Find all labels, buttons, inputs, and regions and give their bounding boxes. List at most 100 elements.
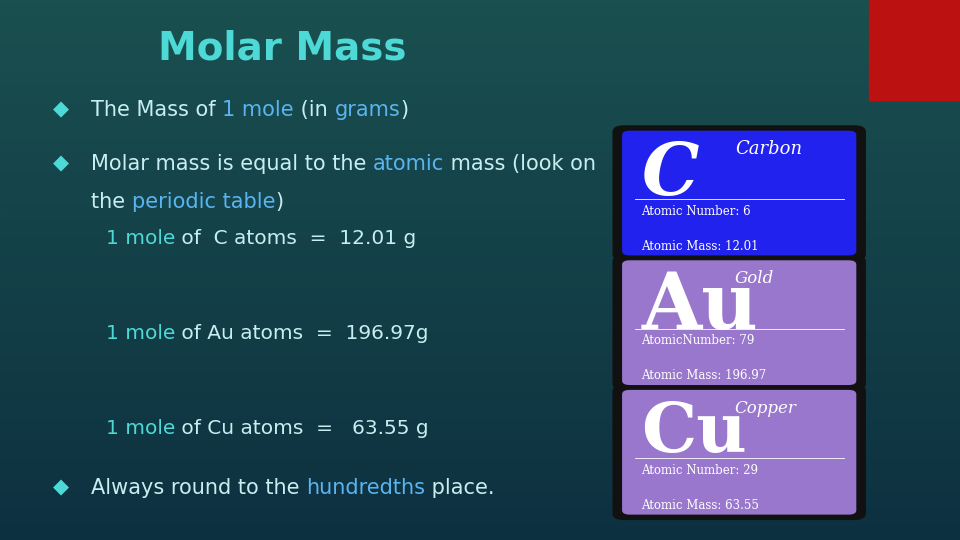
Bar: [0, 351, 960, 355]
Bar: [0, 104, 960, 108]
Bar: [0, 355, 960, 360]
Text: hundredths: hundredths: [306, 478, 425, 498]
FancyBboxPatch shape: [612, 384, 866, 520]
Text: Atomic Mass: 196.97: Atomic Mass: 196.97: [641, 369, 766, 382]
Bar: [0, 310, 960, 315]
Bar: [0, 342, 960, 347]
Text: Carbon: Carbon: [734, 140, 802, 158]
Bar: [0, 513, 960, 517]
Bar: [0, 387, 960, 392]
Bar: [0, 31, 960, 36]
Text: ◆: ◆: [53, 478, 69, 498]
Bar: [0, 459, 960, 463]
Bar: [0, 126, 960, 131]
Bar: [0, 468, 960, 472]
Bar: [0, 418, 960, 423]
Bar: [0, 162, 960, 166]
Bar: [0, 504, 960, 509]
Text: ): ): [276, 192, 283, 212]
Bar: [0, 347, 960, 351]
Bar: [0, 392, 960, 396]
FancyBboxPatch shape: [612, 255, 866, 390]
Text: Atomic Number: 29: Atomic Number: 29: [641, 464, 758, 477]
Bar: [0, 490, 960, 495]
Bar: [0, 274, 960, 279]
Bar: [0, 108, 960, 112]
Bar: [0, 23, 960, 27]
Text: ◆: ◆: [53, 154, 69, 174]
Bar: [0, 382, 960, 387]
Bar: [0, 9, 960, 14]
FancyBboxPatch shape: [622, 131, 856, 255]
Bar: [0, 252, 960, 256]
Bar: [0, 225, 960, 229]
Bar: [0, 517, 960, 522]
Text: place.: place.: [425, 478, 494, 498]
Bar: [0, 288, 960, 293]
Bar: [0, 463, 960, 468]
Bar: [0, 50, 960, 54]
Text: ◆: ◆: [53, 100, 69, 120]
Text: 1 mole: 1 mole: [106, 324, 175, 343]
Bar: [0, 428, 960, 432]
Bar: [0, 472, 960, 477]
Text: Atomic Mass: 12.01: Atomic Mass: 12.01: [641, 240, 758, 253]
Bar: [869, 0, 960, 100]
Text: Always round to the: Always round to the: [91, 478, 306, 498]
Bar: [0, 94, 960, 99]
Bar: [0, 166, 960, 171]
Bar: [0, 414, 960, 418]
Bar: [0, 216, 960, 220]
Bar: [0, 202, 960, 207]
Bar: [0, 320, 960, 324]
Bar: [0, 139, 960, 144]
Bar: [0, 36, 960, 40]
Bar: [0, 284, 960, 288]
Text: Atomic Mass: 63.55: Atomic Mass: 63.55: [641, 499, 759, 512]
Bar: [0, 14, 960, 18]
Text: Molar Mass: Molar Mass: [158, 30, 407, 68]
Bar: [0, 122, 960, 126]
Text: grams: grams: [334, 100, 400, 120]
Bar: [0, 81, 960, 85]
Bar: [0, 500, 960, 504]
Bar: [0, 112, 960, 117]
Bar: [0, 180, 960, 185]
Text: 1 mole: 1 mole: [106, 230, 175, 248]
Bar: [0, 185, 960, 189]
Text: Atomic Number: 6: Atomic Number: 6: [641, 205, 751, 218]
Text: AtomicNumber: 79: AtomicNumber: 79: [641, 334, 755, 347]
Bar: [0, 364, 960, 369]
Bar: [0, 230, 960, 234]
Bar: [0, 68, 960, 72]
Bar: [0, 153, 960, 158]
Bar: [0, 423, 960, 428]
Bar: [0, 40, 960, 45]
Bar: [0, 256, 960, 261]
Bar: [0, 176, 960, 180]
Bar: [0, 77, 960, 81]
Bar: [0, 509, 960, 513]
Bar: [0, 526, 960, 531]
Bar: [0, 293, 960, 297]
Bar: [0, 144, 960, 148]
Bar: [0, 360, 960, 364]
Bar: [0, 85, 960, 90]
Bar: [0, 333, 960, 338]
Bar: [0, 58, 960, 63]
Text: (in: (in: [294, 100, 334, 120]
Text: atomic: atomic: [373, 154, 444, 174]
Bar: [0, 409, 960, 414]
Bar: [0, 270, 960, 274]
Bar: [0, 72, 960, 77]
Bar: [0, 522, 960, 526]
Text: of Au atoms  =  196.97g: of Au atoms = 196.97g: [175, 324, 428, 343]
Bar: [0, 243, 960, 247]
Bar: [0, 338, 960, 342]
FancyBboxPatch shape: [612, 125, 866, 261]
Bar: [0, 536, 960, 540]
Bar: [0, 189, 960, 193]
Text: Cu: Cu: [641, 399, 747, 465]
Bar: [0, 401, 960, 405]
Bar: [0, 315, 960, 320]
